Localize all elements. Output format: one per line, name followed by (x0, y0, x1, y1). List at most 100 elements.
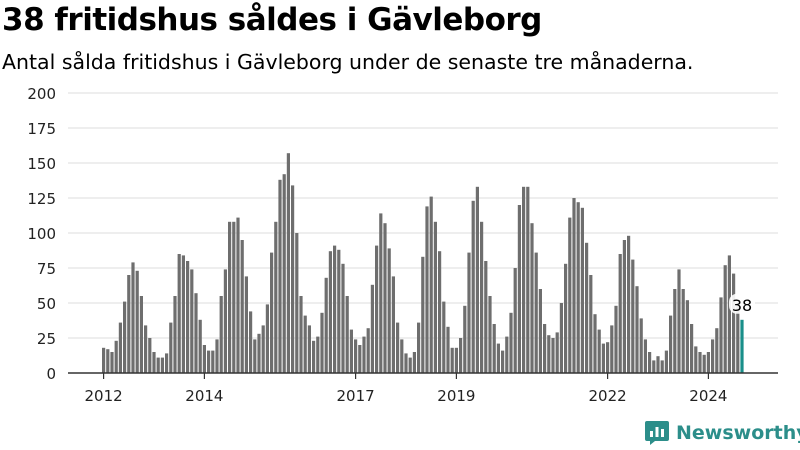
x-axis-ticks: 2012 2014 2017 2019 2022 2024 (85, 373, 727, 405)
bar (446, 326, 450, 373)
chart-subtitle: Antal sålda fritidshus i Gävleborg under… (2, 50, 694, 74)
bar (194, 293, 198, 373)
bar (215, 339, 219, 373)
bar (400, 339, 404, 373)
bar (601, 343, 605, 373)
bar (480, 221, 484, 373)
bar (102, 347, 106, 373)
bar (723, 265, 727, 373)
bar (320, 312, 324, 373)
annotation-label: 38 (732, 296, 752, 315)
bar (484, 261, 488, 373)
bar (488, 296, 492, 373)
bar (354, 339, 358, 373)
bar (698, 352, 702, 373)
highlighted-bar (740, 319, 744, 373)
bar (438, 251, 442, 373)
bar (333, 245, 337, 373)
bar (156, 357, 160, 373)
y-tick-label: 100 (27, 225, 56, 243)
bar (597, 329, 601, 373)
bar (454, 347, 458, 373)
bar (270, 252, 274, 373)
x-tick-label: 2024 (689, 387, 727, 405)
bar (295, 233, 299, 373)
bar (291, 185, 295, 373)
bar (551, 338, 555, 373)
bar (274, 221, 278, 373)
bar (736, 303, 740, 373)
bar (228, 221, 232, 373)
bar (358, 345, 362, 373)
bar (316, 336, 320, 373)
bar (559, 303, 563, 373)
annotations: 38 (729, 293, 755, 315)
bar (719, 297, 723, 373)
bar (223, 269, 227, 373)
bar (173, 296, 177, 373)
bar (501, 350, 505, 373)
bar (278, 179, 282, 373)
bar (690, 324, 694, 373)
bar (165, 353, 169, 373)
x-tick-label: 2017 (337, 387, 375, 405)
bar (564, 263, 568, 373)
bar (614, 305, 618, 373)
bar (475, 186, 479, 373)
bar (450, 347, 454, 373)
bar (656, 356, 660, 373)
bar (219, 296, 223, 373)
bar (711, 339, 715, 373)
bar (694, 346, 698, 373)
bar (412, 352, 416, 373)
bar (110, 352, 114, 373)
bars (102, 153, 744, 373)
bar (622, 240, 626, 373)
bar (673, 289, 677, 373)
newsworthy-logo-icon (645, 421, 669, 445)
bar (421, 256, 425, 373)
chart-title: 38 fritidshus såldes i Gävleborg (2, 2, 542, 38)
bar (236, 217, 240, 373)
annotation-background (729, 293, 755, 314)
bar (425, 206, 429, 373)
bar (492, 324, 496, 373)
bar (681, 289, 685, 373)
bar (244, 276, 248, 373)
bar (190, 269, 194, 373)
bar (337, 249, 341, 373)
bar (366, 328, 370, 373)
bar (576, 202, 580, 373)
bar (148, 338, 152, 373)
bar (727, 255, 731, 373)
bar (610, 325, 614, 373)
bar (370, 284, 374, 373)
bar (198, 319, 202, 373)
bar (442, 301, 446, 373)
bar (211, 350, 215, 373)
bar (169, 322, 173, 373)
bar (181, 255, 185, 373)
bar (299, 296, 303, 373)
bar (732, 273, 736, 373)
bar (177, 254, 181, 373)
bar (585, 242, 589, 373)
bar (349, 329, 353, 373)
bar (677, 269, 681, 373)
bar (139, 296, 143, 373)
y-tick-label: 25 (37, 330, 56, 348)
bar (253, 339, 257, 373)
bar (127, 275, 131, 373)
bar (114, 340, 118, 373)
bar (496, 343, 500, 373)
bar (282, 174, 286, 373)
bar (555, 332, 559, 373)
x-tick-label: 2014 (185, 387, 223, 405)
bar (526, 186, 530, 373)
bar (383, 223, 387, 373)
bar (513, 268, 517, 373)
bar (240, 240, 244, 373)
bar (341, 263, 345, 373)
bar (664, 350, 668, 373)
bar (530, 223, 534, 373)
